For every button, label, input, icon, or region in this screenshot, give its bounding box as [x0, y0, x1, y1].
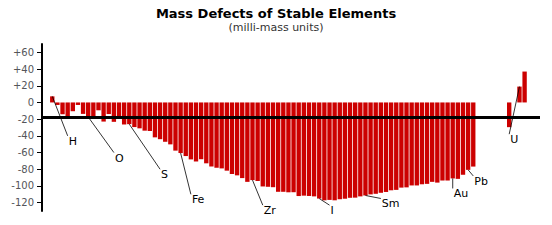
svg-text:-80: -80 — [18, 164, 34, 175]
svg-text:+40: +40 — [13, 64, 34, 75]
svg-text:Sm: Sm — [382, 197, 400, 210]
svg-text:U: U — [510, 133, 518, 146]
svg-text:I: I — [331, 204, 334, 217]
svg-text:Au: Au — [454, 187, 469, 200]
svg-text:Zr: Zr — [264, 204, 277, 217]
svg-text:Fe: Fe — [192, 193, 205, 206]
svg-text:+60: +60 — [13, 47, 34, 58]
svg-text:O: O — [115, 152, 124, 165]
svg-text:Pb: Pb — [474, 175, 488, 188]
svg-text:-60: -60 — [18, 147, 34, 158]
svg-text:-40: -40 — [18, 130, 34, 141]
svg-text:S: S — [161, 168, 168, 181]
svg-text:+20: +20 — [13, 80, 34, 91]
svg-text:-20: -20 — [18, 114, 34, 125]
svg-text:(milli-mass units): (milli-mass units) — [229, 21, 324, 34]
svg-text:-120: -120 — [11, 197, 34, 208]
svg-text:Mass Defects of Stable Element: Mass Defects of Stable Elements — [156, 6, 397, 21]
svg-text:H: H — [69, 135, 77, 148]
svg-text:0: 0 — [28, 97, 34, 108]
svg-text:-100: -100 — [11, 180, 34, 191]
